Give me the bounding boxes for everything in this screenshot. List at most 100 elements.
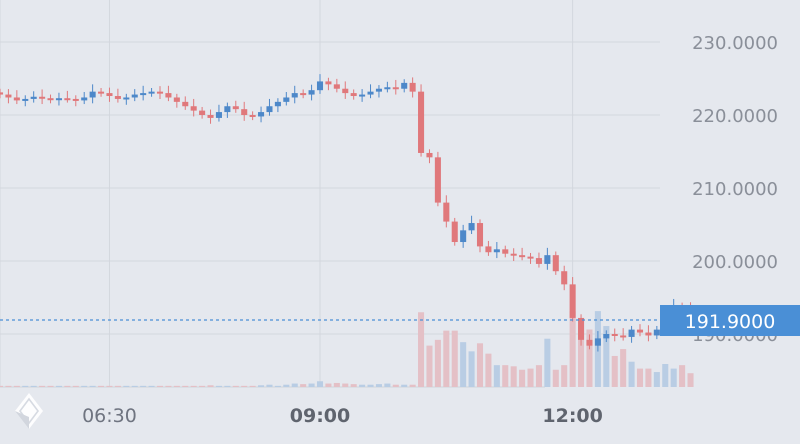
volume-bars — [0, 311, 694, 387]
candle-body — [274, 101, 281, 107]
candle-body — [47, 98, 54, 101]
volume-bar — [30, 385, 37, 387]
candle-body — [224, 106, 231, 113]
volume-bar — [359, 384, 366, 387]
x-tick-label: 06:30 — [82, 405, 137, 427]
volume-bar — [13, 385, 20, 387]
volume-bar — [636, 368, 644, 387]
volume-bar — [485, 353, 492, 387]
candle-body — [493, 249, 500, 253]
candle-body — [552, 255, 559, 272]
candle-body — [0, 92, 4, 95]
volume-bar — [502, 365, 509, 387]
volume-bar — [569, 311, 576, 387]
volume-bar — [384, 383, 391, 387]
candle-body — [653, 329, 660, 336]
candle-body — [114, 96, 121, 99]
candle-body — [39, 96, 46, 99]
volume-bar — [367, 384, 374, 387]
volume-bar — [535, 365, 542, 387]
diamond-logo-icon[interactable] — [15, 393, 43, 429]
candle-body — [232, 106, 239, 110]
candle-body — [64, 98, 71, 101]
volume-bar — [392, 384, 399, 387]
volume-bar — [258, 385, 265, 387]
volume-bar — [106, 385, 113, 387]
candle-body — [527, 256, 534, 259]
candle-body — [342, 88, 349, 94]
volume-bar — [266, 384, 273, 387]
candle-body — [300, 93, 307, 96]
volume-bar — [316, 381, 324, 387]
candle-body — [249, 115, 256, 117]
volume-bar — [603, 326, 610, 387]
candle-body — [359, 94, 366, 97]
volume-bar — [519, 369, 526, 387]
candle-body — [561, 271, 568, 285]
candle-body — [443, 202, 450, 222]
candle-body — [375, 88, 382, 92]
candle-body — [140, 93, 147, 96]
volume-bar — [22, 385, 29, 387]
candle-body — [476, 223, 484, 247]
volume-bar — [620, 349, 627, 387]
candle-body — [636, 329, 644, 333]
volume-bar — [645, 368, 652, 387]
volume-bar — [232, 385, 239, 387]
candle-body — [392, 87, 399, 90]
candle-body — [409, 82, 416, 92]
volume-bar — [131, 385, 138, 387]
candle-body — [578, 317, 585, 340]
candle-body — [13, 97, 20, 101]
volume-bar — [611, 355, 618, 387]
candle-body — [72, 98, 79, 101]
volume-bar — [64, 385, 71, 387]
volume-bar — [687, 373, 694, 387]
volume-bar — [199, 385, 206, 387]
x-axis-ticks: 06:30 09:00 12:00 — [82, 405, 603, 427]
volume-bar — [401, 384, 408, 387]
candle-body — [418, 91, 425, 153]
volume-bar — [300, 384, 307, 387]
volume-bar — [308, 383, 315, 387]
candle-body — [350, 93, 357, 97]
candle-body — [426, 152, 433, 158]
volume-bar — [5, 385, 12, 387]
volume-bar — [182, 385, 189, 387]
candle-body — [535, 258, 542, 264]
y-tick-label: 220.0000 — [692, 106, 778, 127]
candle-body — [308, 90, 315, 95]
volume-bar — [283, 384, 290, 387]
candle-body — [98, 91, 105, 94]
volume-bar — [72, 385, 79, 387]
volume-bar — [241, 385, 248, 387]
volume-bar — [493, 365, 500, 387]
volume-bar — [325, 383, 332, 387]
volume-bar — [527, 368, 534, 387]
candle-body — [156, 91, 164, 94]
volume-bar — [123, 385, 130, 387]
candle-body — [401, 82, 408, 89]
candle-body — [544, 255, 551, 264]
x-tick-label: 12:00 — [542, 405, 602, 427]
volume-bar — [224, 385, 231, 387]
candle-body — [316, 81, 324, 91]
grid-lines — [0, 0, 660, 388]
volume-bar — [662, 364, 669, 387]
volume-bar — [476, 343, 484, 387]
volume-bar — [544, 338, 551, 387]
candle-body — [131, 94, 138, 98]
candle-body — [333, 84, 340, 89]
candle-body — [468, 223, 475, 231]
volume-bar — [249, 385, 256, 387]
candle-body — [190, 106, 197, 111]
volume-bar — [148, 385, 155, 387]
volume-bar — [460, 342, 467, 387]
volume-bar — [190, 385, 197, 387]
candle-body — [123, 97, 130, 100]
volume-bar — [173, 385, 180, 387]
volume-bar — [434, 339, 441, 387]
